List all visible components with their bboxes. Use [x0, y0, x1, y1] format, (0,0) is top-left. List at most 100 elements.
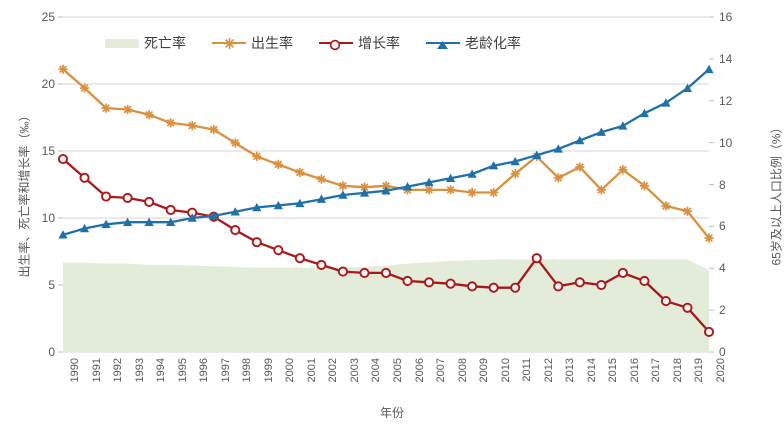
y-tick-label-right: 14 [719, 51, 733, 66]
y-tick-label-right: 4 [719, 261, 726, 276]
y-axis-left-title: 出生率、死亡率和增长率（‰） [17, 109, 32, 278]
marker-circle [639, 275, 650, 287]
series-line [62, 68, 710, 239]
marker-star [252, 152, 261, 161]
marker-circle [122, 192, 133, 203]
marker-triangle [187, 213, 197, 222]
marker-circle [596, 279, 607, 291]
y-axis-right-title: 65岁及以上人口比例（%） [769, 121, 784, 266]
y-tick-label-left: 15 [41, 144, 55, 158]
marker-star [360, 183, 369, 192]
line-circle-swatch-icon [319, 36, 353, 51]
marker-star [683, 207, 692, 216]
marker-star [317, 175, 326, 184]
marker-triangle [682, 83, 693, 92]
marker-circle [359, 267, 370, 278]
marker-star [102, 104, 110, 113]
y-tick-label-right: 8 [719, 177, 726, 192]
marker-circle [165, 204, 176, 216]
marker-triangle [79, 223, 90, 233]
marker-triangle [166, 217, 176, 226]
y-tick-label-left: 10 [41, 211, 55, 225]
marker-triangle [661, 98, 671, 107]
series-area-death-rate [63, 259, 709, 352]
marker-star [468, 188, 477, 197]
marker-star [274, 160, 283, 169]
marker-star [575, 163, 584, 171]
marker-triangle [252, 202, 262, 212]
series-growth-rate [57, 153, 715, 337]
marker-circle [531, 253, 542, 264]
marker-circle [510, 282, 521, 293]
legend-label: 出生率 [251, 35, 293, 51]
marker-circle [488, 282, 499, 293]
marker-star [231, 139, 240, 147]
marker-circle [553, 281, 564, 292]
marker-circle [402, 275, 413, 287]
marker-circle [617, 267, 628, 278]
marker-triangle [402, 181, 413, 191]
marker-triangle [575, 135, 585, 145]
marker-triangle [639, 108, 649, 118]
marker-circle [467, 281, 478, 292]
y-tick-label-right: 12 [719, 93, 733, 108]
marker-circle [424, 277, 435, 288]
marker-circle [79, 172, 90, 183]
area-swatch-icon [105, 38, 139, 48]
marker-triangle [704, 64, 714, 74]
marker-circle [273, 245, 284, 256]
marker-circle [57, 153, 69, 165]
legend-item-aging-rate[interactable]: 老龄化率 [426, 33, 521, 53]
series-line [62, 68, 710, 236]
y-tick-label-right: 10 [719, 135, 733, 150]
marker-circle [445, 278, 456, 289]
marker-triangle [359, 188, 370, 197]
legend-item-growth-rate[interactable]: 增长率 [319, 33, 400, 53]
marker-triangle [144, 217, 154, 226]
y-tick-label-right: 0 [719, 345, 726, 359]
marker-star [618, 165, 627, 174]
marker-circle [316, 259, 327, 270]
marker-triangle [553, 144, 563, 153]
marker-triangle [467, 169, 477, 178]
marker-circle [682, 302, 693, 313]
marker-circle [337, 266, 348, 277]
line-triangle-swatch-icon [426, 36, 460, 50]
marker-triangle [381, 186, 391, 195]
marker-circle [660, 296, 671, 307]
marker-circle [574, 277, 585, 288]
marker-triangle [209, 211, 219, 220]
marker-triangle [424, 177, 434, 187]
marker-circle [101, 191, 112, 202]
y-tick-label-left: 20 [41, 77, 55, 91]
line-star-swatch-icon [212, 36, 246, 50]
x-axis-title: 年份 [379, 406, 404, 420]
marker-circle [380, 267, 392, 278]
marker-circle [230, 225, 241, 236]
marker-triangle [58, 230, 68, 239]
legend-label: 死亡率 [144, 35, 186, 51]
marker-circle [294, 253, 305, 264]
series-birth-rate [58, 64, 714, 243]
marker-triangle [316, 194, 326, 203]
marker-triangle [596, 127, 606, 136]
marker-star [511, 169, 520, 178]
marker-star [489, 188, 498, 197]
marker-star [166, 118, 175, 127]
y-tick-label-left: 5 [48, 278, 55, 292]
marker-triangle [101, 219, 111, 229]
marker-star [554, 173, 563, 182]
marker-star [425, 185, 433, 194]
marker-star [640, 181, 649, 190]
marker-triangle [123, 217, 133, 226]
legend-item-birth-rate[interactable]: 出生率 [212, 33, 293, 53]
legend-item-death-rate[interactable]: 死亡率 [105, 33, 186, 53]
marker-triangle [230, 207, 240, 216]
marker-star [188, 121, 197, 130]
marker-circle [703, 326, 715, 337]
marker-triangle [618, 121, 628, 130]
marker-star [382, 181, 390, 190]
marker-star [446, 185, 455, 194]
